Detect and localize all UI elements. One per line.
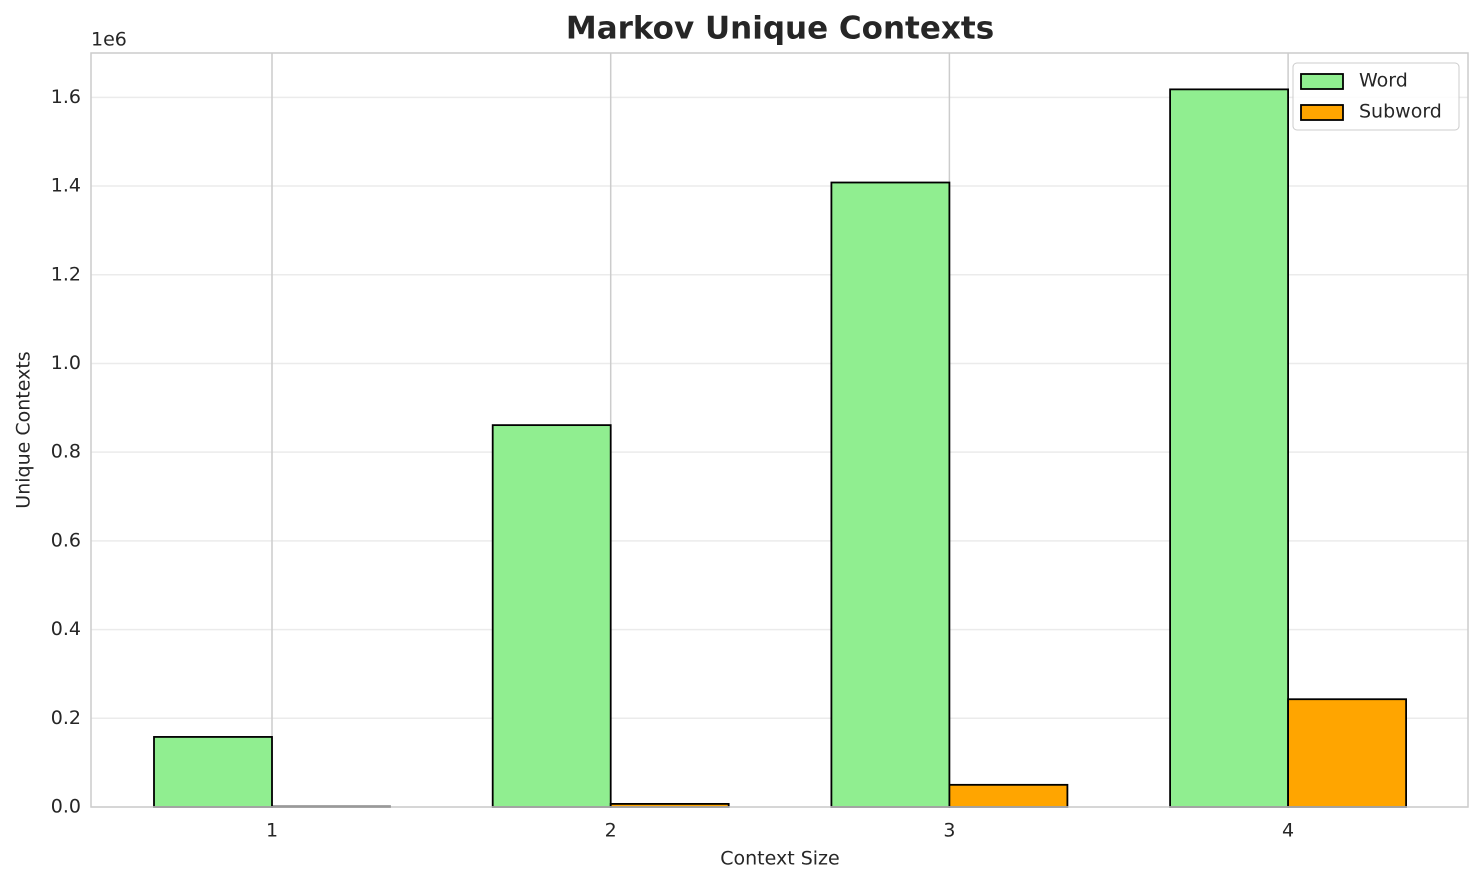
bar <box>948 783 1069 808</box>
legend-label: Word <box>1359 70 1408 92</box>
y-tick-label: 0.8 <box>51 441 81 463</box>
plot-frame <box>90 52 1469 808</box>
legend-swatch <box>1300 104 1344 121</box>
bar <box>1287 698 1407 808</box>
x-tick-label: 3 <box>943 820 955 842</box>
y-tick-label: 0.6 <box>51 529 81 551</box>
legend-swatch <box>1300 73 1344 90</box>
chart-title: Markov Unique Contexts <box>566 11 994 47</box>
offset-label: 1e6 <box>91 29 127 51</box>
y-axis-label: Unique Contexts <box>13 351 35 508</box>
x-tick-label: 2 <box>605 820 617 842</box>
x-axis-label: Context Size <box>720 848 839 870</box>
y-tick-label: 0.4 <box>51 618 81 640</box>
x-tick-label: 1 <box>266 820 278 842</box>
y-tick-label: 0.2 <box>51 707 81 729</box>
bar <box>830 181 951 808</box>
bar <box>153 736 273 808</box>
x-tick-label: 4 <box>1282 820 1294 842</box>
bar <box>491 424 612 808</box>
bar <box>1169 88 1289 808</box>
y-tick-label: 1.4 <box>51 175 81 197</box>
y-tick-label: 1.2 <box>51 263 81 285</box>
y-tick-label: 1.6 <box>51 86 81 108</box>
y-tick-label: 0.0 <box>51 796 81 818</box>
legend-label: Subword <box>1359 101 1442 123</box>
y-tick-label: 1.0 <box>51 352 81 374</box>
